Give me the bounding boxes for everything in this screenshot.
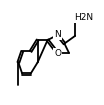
Text: N: N — [54, 30, 61, 39]
Text: O: O — [54, 49, 61, 58]
Text: H2N: H2N — [74, 13, 93, 22]
